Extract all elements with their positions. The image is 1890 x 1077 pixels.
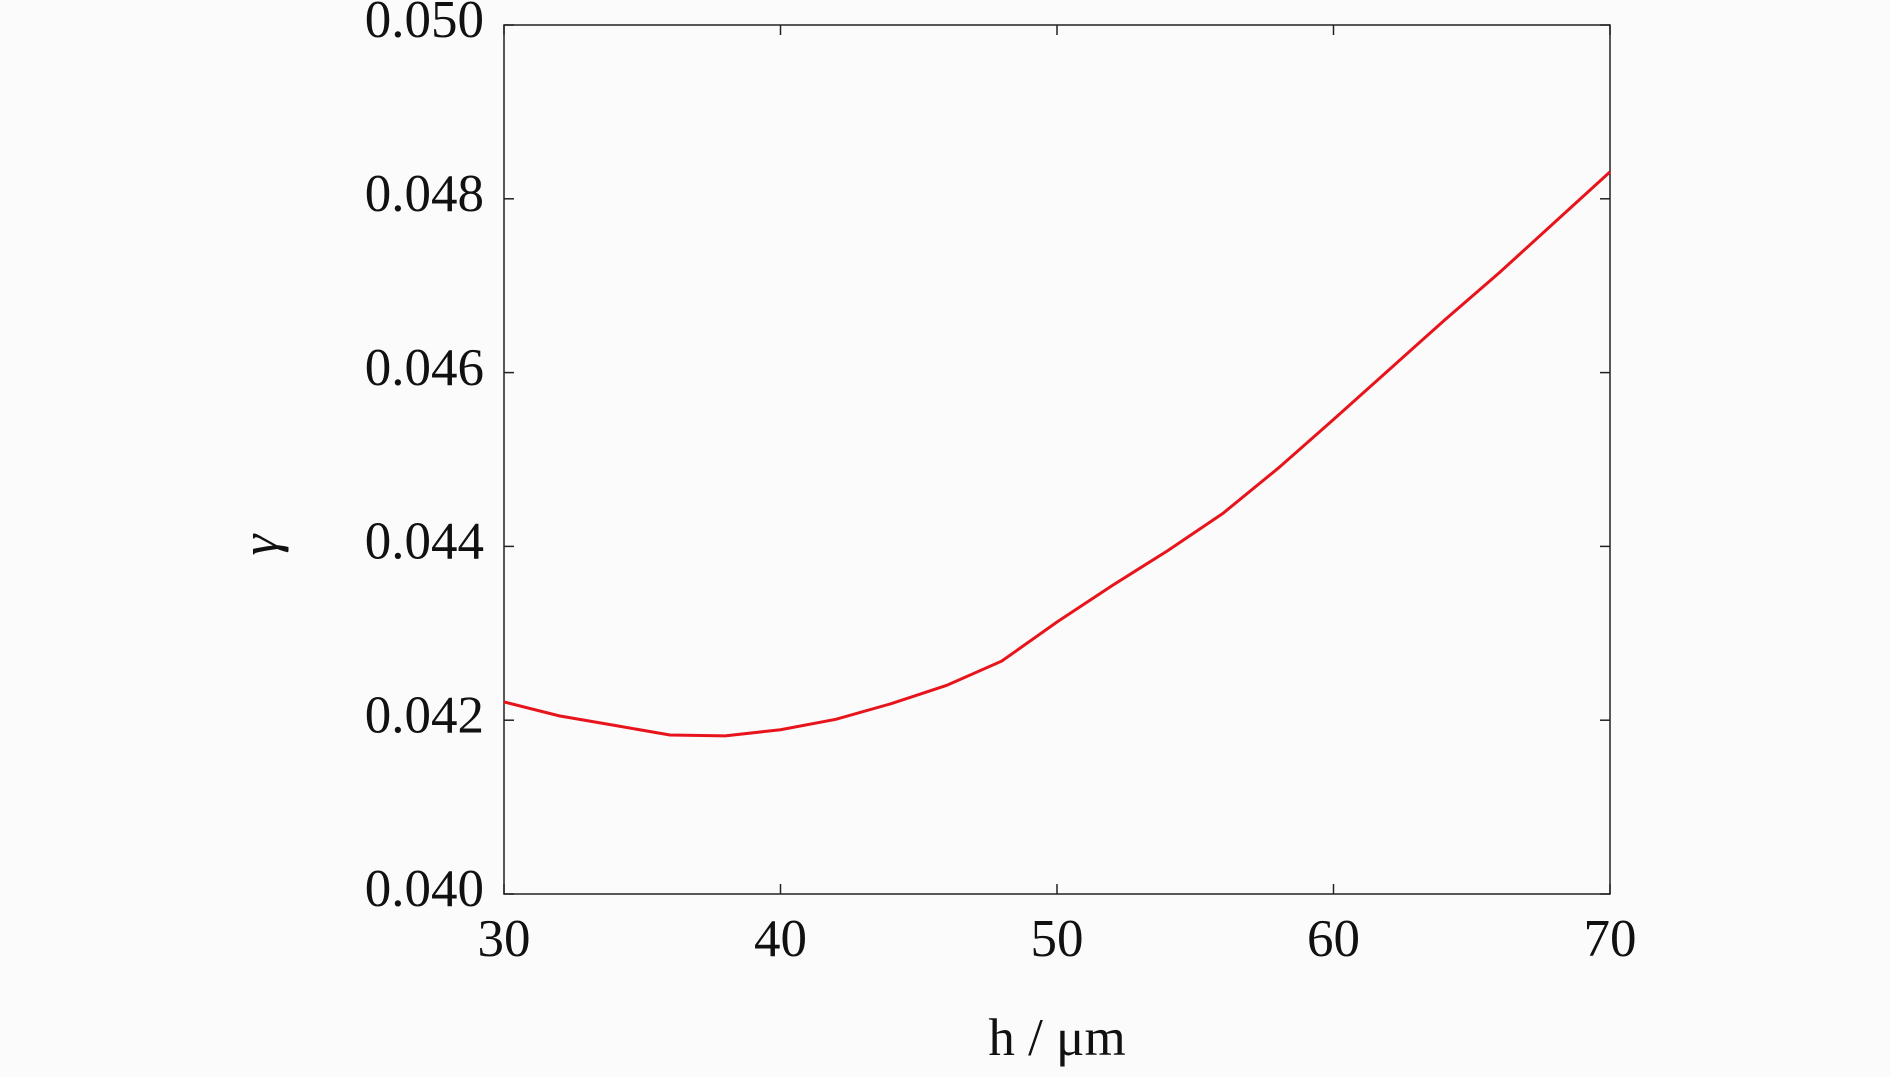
x-tick-label: 60	[1307, 910, 1360, 968]
x-tick-label: 30	[478, 910, 531, 968]
y-tick-label: 0.042	[365, 686, 484, 744]
y-axis-label: γ	[231, 532, 289, 555]
x-axis-label: h / μm	[988, 1009, 1125, 1067]
x-tick-label: 40	[754, 910, 807, 968]
y-tick-label: 0.046	[365, 339, 484, 397]
y-tick-label: 0.044	[365, 513, 484, 571]
y-tick-label: 0.040	[365, 860, 484, 918]
y-tick-label: 0.050	[365, 0, 484, 49]
plot-frame	[503, 24, 1611, 895]
x-tick-label: 70	[1584, 910, 1637, 968]
data-line	[503, 170, 1612, 738]
x-tick-label: 50	[1031, 910, 1084, 968]
y-tick-label: 0.048	[365, 165, 484, 223]
